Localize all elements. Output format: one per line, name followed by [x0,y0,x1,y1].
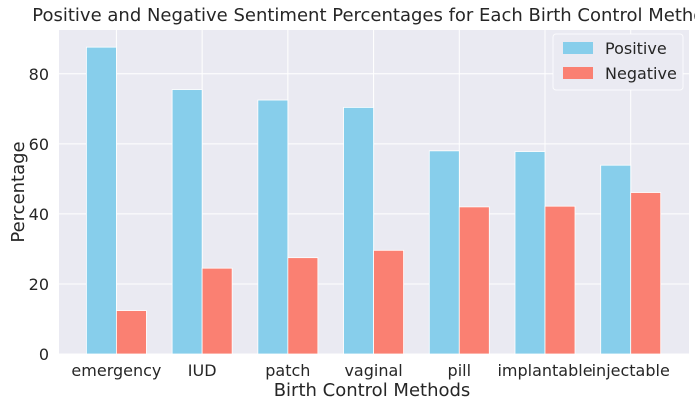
bar-positive-patch [257,99,289,355]
bar-positive-emergency [86,46,117,355]
bar-positive-vaginal [343,107,374,355]
bar-negative-injectable [630,192,662,355]
bar-negative-implantable [544,205,576,355]
bar-negative-emergency [116,310,147,355]
y-axis-ticks: 0 20 40 60 80 [29,65,49,364]
bar-positive-injectable [600,164,632,355]
x-tick-label: implantable [497,361,592,380]
x-axis-label: Birth Control Methods [274,380,471,401]
x-tick-label: vaginal [344,361,402,380]
bar-negative-patch [287,257,319,355]
x-axis-ticks: emergency IUD patch vaginal pill implantable i… [71,361,669,380]
bar-positive-iud [171,89,203,355]
bar-negative-iud [201,267,233,355]
x-tick-label: patch [265,361,310,380]
bar-positive-pill [428,150,460,355]
legend: Positive Negative [552,33,684,91]
y-tick-label: 80 [29,65,49,84]
legend-swatch-positive [563,42,593,54]
legend-label-positive: Positive [605,39,667,58]
y-tick-label: 0 [39,345,49,364]
y-axis-label: Percentage [8,141,29,242]
y-tick-label: 20 [29,275,49,294]
bar-positive-implantable [514,151,546,355]
chart-title: Positive and Negative Sentiment Percenta… [32,5,695,26]
bar-negative-pill [458,206,490,355]
x-tick-label: IUD [188,361,217,380]
legend-label-negative: Negative [605,64,677,83]
y-tick-label: 40 [29,205,49,224]
x-tick-label: injectable [592,361,670,380]
bars [86,46,662,355]
bar-negative-vaginal [373,249,404,355]
x-tick-label: emergency [71,361,161,380]
y-tick-label: 60 [29,135,49,154]
x-tick-label: pill [448,361,472,380]
legend-swatch-negative [563,67,593,79]
